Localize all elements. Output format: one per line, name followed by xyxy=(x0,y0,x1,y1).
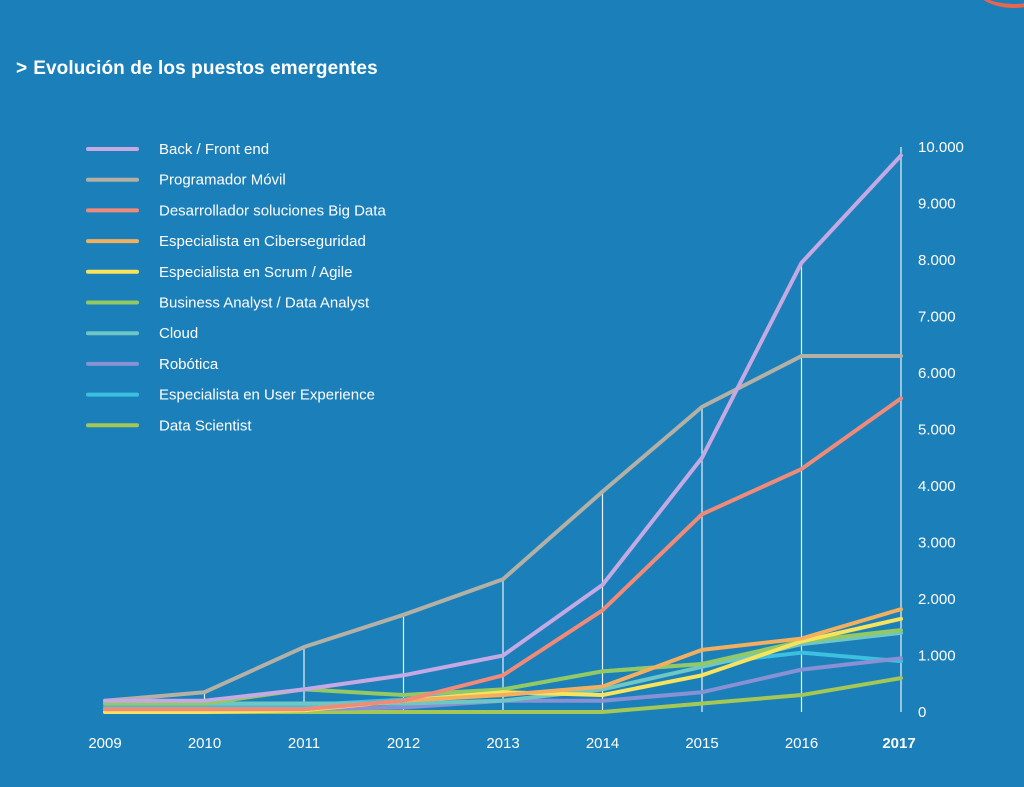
legend-item[interactable]: Especialista en Ciberseguridad xyxy=(86,233,366,250)
y-tick-label: 0 xyxy=(918,704,926,721)
series-line-4 xyxy=(103,616,903,714)
legend-item[interactable]: Cloud xyxy=(86,325,198,342)
legend-label: Data Scientist xyxy=(159,417,252,434)
y-tick-label: 7.000 xyxy=(918,309,956,326)
legend-label: Desarrollador soluciones Big Data xyxy=(159,202,386,219)
legend-label: Back / Front end xyxy=(159,141,269,158)
legend-item[interactable]: Business Analyst / Data Analyst xyxy=(86,295,370,312)
y-tick-label: 8.000 xyxy=(918,252,956,269)
legend-item[interactable]: Especialista en User Experience xyxy=(86,387,375,404)
x-tick-label: 2013 xyxy=(486,735,519,752)
x-tick-label: 2009 xyxy=(88,735,121,752)
x-tick-label: 2011 xyxy=(288,735,320,752)
y-tick-label: 3.000 xyxy=(918,535,956,552)
legend-label: Cloud xyxy=(159,325,198,342)
y-axis: 0 1.000 2.000 3.000 4.000 5.000 6.000 7.000 8.00… xyxy=(918,139,964,721)
legend-label: Robótica xyxy=(159,356,219,373)
y-tick-label: 1.000 xyxy=(918,648,956,665)
legend-item[interactable]: Especialista en Scrum / Agile xyxy=(86,264,352,281)
x-tick-label: 2017 xyxy=(882,735,915,752)
y-tick-label: 9.000 xyxy=(918,196,956,213)
legend-item[interactable]: Data Scientist xyxy=(86,417,252,434)
corner-decoration xyxy=(974,0,1024,8)
legend-label: Business Analyst / Data Analyst xyxy=(159,295,370,312)
y-tick-label: 2.000 xyxy=(918,591,956,608)
x-tick-label: 2012 xyxy=(387,735,420,752)
legend-label: Especialista en Ciberseguridad xyxy=(159,233,366,250)
series-line-1 xyxy=(103,354,903,703)
x-axis: 2009 2010 2011 2012 2013 2014 2015 2016 2017 xyxy=(88,735,915,752)
chevron-right-icon: > xyxy=(16,58,28,79)
chart-title: Evolución de los puestos emergentes xyxy=(33,58,378,79)
y-tick-label: 10.000 xyxy=(918,139,964,156)
x-tick-label: 2014 xyxy=(586,735,619,752)
legend-item[interactable]: Back / Front end xyxy=(86,141,269,158)
y-tick-label: 5.000 xyxy=(918,422,956,439)
vertical-guides xyxy=(203,147,902,712)
legend-label: Especialista en Scrum / Agile xyxy=(159,264,352,281)
x-tick-label: 2015 xyxy=(685,735,718,752)
y-tick-label: 6.000 xyxy=(918,365,956,382)
legend-item[interactable]: Programador Móvil xyxy=(86,172,286,189)
y-tick-label: 4.000 xyxy=(918,478,956,495)
legend-label: Especialista en User Experience xyxy=(159,387,375,404)
x-tick-label: 2010 xyxy=(188,735,221,752)
legend[interactable]: Back / Front end Programador Móvil Desarro… xyxy=(86,141,386,434)
x-tick-label: 2016 xyxy=(785,735,818,752)
series-line-0 xyxy=(103,153,903,703)
legend-item[interactable]: Desarrollador soluciones Big Data xyxy=(86,202,386,219)
legend-label: Programador Móvil xyxy=(159,172,286,189)
legend-item[interactable]: Robótica xyxy=(86,356,219,373)
series-lines xyxy=(103,153,903,714)
series-line-2 xyxy=(103,396,903,712)
page-title: > Evolución de los puestos emergentes xyxy=(16,58,378,80)
